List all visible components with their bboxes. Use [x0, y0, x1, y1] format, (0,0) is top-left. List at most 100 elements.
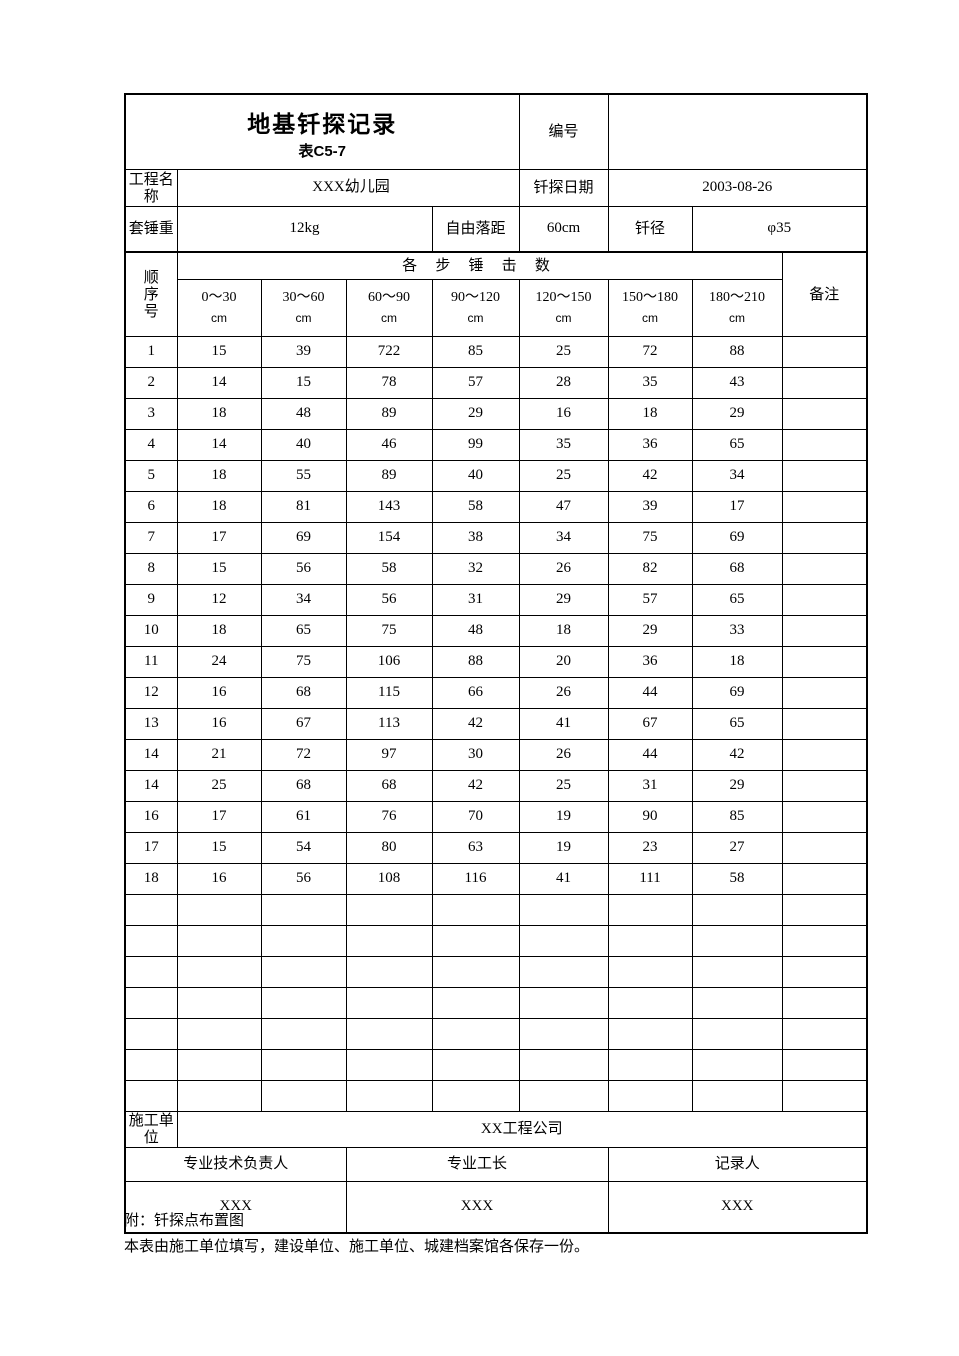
cell-sequence-number[interactable]: 6: [124, 491, 178, 523]
cell-blow-count-6[interactable]: 33: [691, 615, 783, 647]
cell-remark[interactable]: [781, 708, 869, 740]
cell-blow-count-1[interactable]: 69: [260, 522, 347, 554]
cell-blow-count-1[interactable]: 34: [260, 584, 347, 616]
cell-blow-count-2[interactable]: 115: [345, 677, 433, 709]
cell-sequence-number[interactable]: 2: [124, 367, 178, 399]
cell-blow-count-3[interactable]: 48: [431, 615, 520, 647]
cell-empty[interactable]: [691, 1049, 783, 1081]
cell-sequence-number[interactable]: 7: [124, 522, 178, 554]
cell-blow-count-1[interactable]: 39: [260, 336, 347, 368]
cell-blow-count-3[interactable]: 85: [431, 336, 520, 368]
cell-blow-count-3[interactable]: 70: [431, 801, 520, 833]
cell-empty[interactable]: [518, 1080, 609, 1112]
cell-empty[interactable]: [607, 1080, 693, 1112]
cell-blow-count-3[interactable]: 32: [431, 553, 520, 585]
cell-empty[interactable]: [518, 925, 609, 957]
cell-empty[interactable]: [431, 1018, 520, 1050]
cell-blow-count-1[interactable]: 55: [260, 460, 347, 492]
cell-empty[interactable]: [260, 956, 347, 988]
cell-blow-count-6[interactable]: 69: [691, 522, 783, 554]
cell-empty[interactable]: [691, 894, 783, 926]
cell-blow-count-4[interactable]: 25: [518, 770, 609, 802]
cell-empty[interactable]: [781, 894, 869, 926]
cell-blow-count-4[interactable]: 16: [518, 398, 609, 430]
cell-blow-count-4[interactable]: 26: [518, 553, 609, 585]
cell-empty[interactable]: [345, 1080, 433, 1112]
cell-empty[interactable]: [431, 925, 520, 957]
cell-blow-count-1[interactable]: 68: [260, 677, 347, 709]
cell-sequence-number[interactable]: 10: [124, 615, 178, 647]
cell-blow-count-0[interactable]: 16: [176, 708, 262, 740]
cell-blow-count-1[interactable]: 54: [260, 832, 347, 864]
cell-blow-count-5[interactable]: 75: [607, 522, 693, 554]
cell-blow-count-2[interactable]: 108: [345, 863, 433, 895]
cell-blow-count-5[interactable]: 23: [607, 832, 693, 864]
cell-blow-count-5[interactable]: 18: [607, 398, 693, 430]
cell-empty[interactable]: [607, 894, 693, 926]
cell-blow-count-5[interactable]: 39: [607, 491, 693, 523]
cell-blow-count-2[interactable]: 143: [345, 491, 433, 523]
cell-blow-count-3[interactable]: 38: [431, 522, 520, 554]
cell-blow-count-1[interactable]: 65: [260, 615, 347, 647]
cell-blow-count-6[interactable]: 42: [691, 739, 783, 771]
cell-blow-count-1[interactable]: 56: [260, 863, 347, 895]
probe-date-value[interactable]: 2003-08-26: [607, 169, 869, 207]
cell-remark[interactable]: [781, 677, 869, 709]
cell-blow-count-0[interactable]: 21: [176, 739, 262, 771]
cell-empty[interactable]: [431, 956, 520, 988]
cell-blow-count-0[interactable]: 15: [176, 336, 262, 368]
hammer-weight-value[interactable]: 12kg: [176, 206, 433, 253]
cell-sequence-number[interactable]: 12: [124, 677, 178, 709]
cell-empty[interactable]: [260, 925, 347, 957]
cell-empty[interactable]: [345, 1049, 433, 1081]
cell-empty[interactable]: [431, 1080, 520, 1112]
cell-empty[interactable]: [691, 1018, 783, 1050]
cell-sequence-number[interactable]: 16: [124, 801, 178, 833]
cell-remark[interactable]: [781, 584, 869, 616]
cell-blow-count-0[interactable]: 18: [176, 460, 262, 492]
cell-blow-count-3[interactable]: 63: [431, 832, 520, 864]
cell-sequence-number[interactable]: 13: [124, 708, 178, 740]
cell-blow-count-4[interactable]: 25: [518, 460, 609, 492]
cell-blow-count-4[interactable]: 41: [518, 863, 609, 895]
cell-blow-count-5[interactable]: 72: [607, 336, 693, 368]
cell-sequence-number[interactable]: 14: [124, 770, 178, 802]
cell-remark[interactable]: [781, 770, 869, 802]
cell-remark[interactable]: [781, 367, 869, 399]
cell-empty[interactable]: [176, 987, 262, 1019]
cell-blow-count-3[interactable]: 42: [431, 770, 520, 802]
cell-empty[interactable]: [691, 925, 783, 957]
cell-sequence-number[interactable]: 1: [124, 336, 178, 368]
cell-blow-count-3[interactable]: 88: [431, 646, 520, 678]
cell-empty[interactable]: [260, 1018, 347, 1050]
cell-empty[interactable]: [260, 1080, 347, 1112]
cell-sequence-number[interactable]: 17: [124, 832, 178, 864]
cell-blow-count-6[interactable]: 43: [691, 367, 783, 399]
cell-empty[interactable]: [691, 1080, 783, 1112]
cell-empty[interactable]: [124, 1080, 178, 1112]
cell-blow-count-0[interactable]: 15: [176, 553, 262, 585]
cell-empty[interactable]: [781, 925, 869, 957]
free-drop-value[interactable]: 60cm: [518, 206, 609, 253]
cell-empty[interactable]: [124, 1018, 178, 1050]
cell-empty[interactable]: [518, 1018, 609, 1050]
cell-blow-count-1[interactable]: 15: [260, 367, 347, 399]
cell-blow-count-6[interactable]: 68: [691, 553, 783, 585]
cell-empty[interactable]: [345, 956, 433, 988]
cell-blow-count-1[interactable]: 75: [260, 646, 347, 678]
cell-blow-count-5[interactable]: 42: [607, 460, 693, 492]
cell-blow-count-4[interactable]: 28: [518, 367, 609, 399]
cell-remark[interactable]: [781, 429, 869, 461]
cell-blow-count-4[interactable]: 35: [518, 429, 609, 461]
cell-blow-count-1[interactable]: 81: [260, 491, 347, 523]
cell-blow-count-5[interactable]: 90: [607, 801, 693, 833]
cell-blow-count-5[interactable]: 36: [607, 646, 693, 678]
cell-blow-count-2[interactable]: 56: [345, 584, 433, 616]
cell-blow-count-2[interactable]: 76: [345, 801, 433, 833]
cell-blow-count-4[interactable]: 29: [518, 584, 609, 616]
cell-empty[interactable]: [176, 1018, 262, 1050]
cell-blow-count-1[interactable]: 48: [260, 398, 347, 430]
cell-remark[interactable]: [781, 832, 869, 864]
cell-blow-count-4[interactable]: 41: [518, 708, 609, 740]
cell-blow-count-5[interactable]: 44: [607, 677, 693, 709]
